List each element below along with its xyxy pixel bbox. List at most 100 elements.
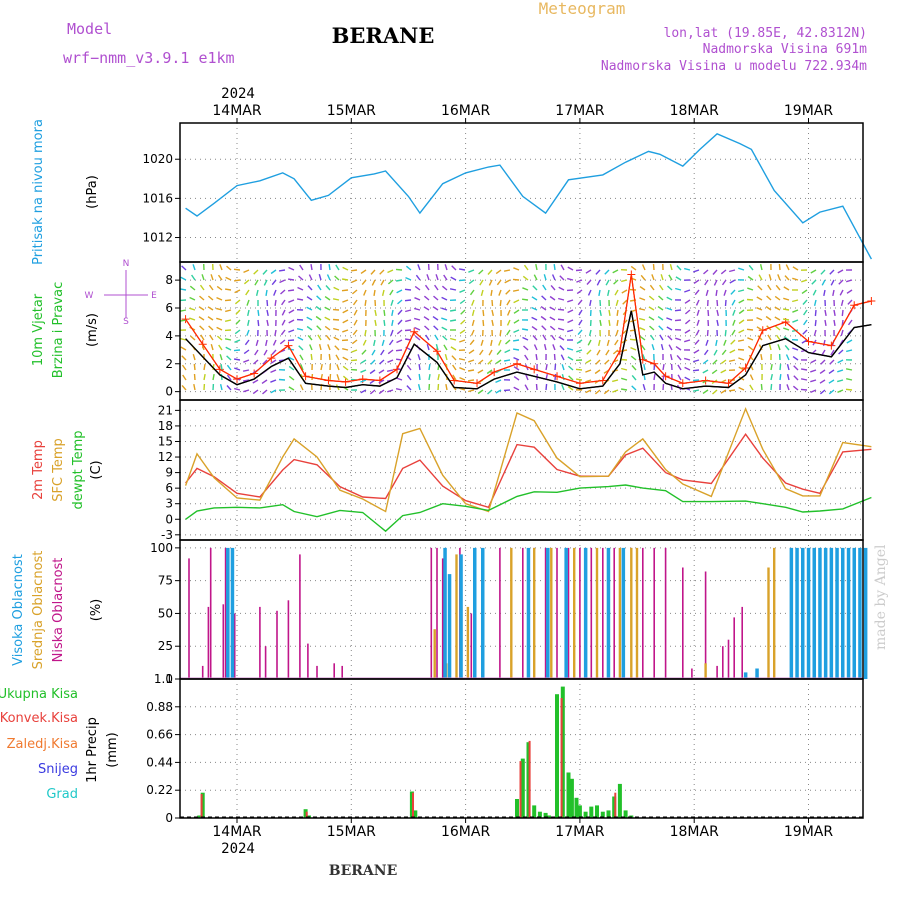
wind-arrow [335, 264, 340, 271]
wind-arrow [262, 269, 268, 275]
cloud-bar-low [441, 558, 444, 679]
wind-arrow [578, 319, 583, 326]
wind-arrow [839, 289, 844, 296]
wind-arrow [478, 269, 484, 275]
wind-arrow [181, 265, 187, 271]
wind-arrow [615, 329, 619, 336]
ytick-label: 4 [165, 329, 173, 343]
lonlat-info: lon,lat (19.85E, 42.8312N) [664, 26, 868, 41]
wind-arrow [786, 364, 790, 371]
wind-arrow [803, 309, 808, 316]
wind-arrow [235, 309, 241, 315]
year-label-top: 2024 [221, 86, 255, 102]
wind-arrow [234, 339, 241, 343]
wind-arrow [778, 263, 781, 271]
wind-arrow [620, 358, 628, 361]
wind-arrow [620, 388, 628, 391]
wind-arrow [783, 297, 790, 301]
wind-arrow [531, 306, 538, 311]
wind-arrow [765, 306, 772, 311]
wind-arrow [288, 289, 295, 292]
wind-arrow [608, 319, 611, 327]
wind-arrow [506, 319, 511, 326]
wind-arrow [715, 339, 718, 347]
wind-arrow [324, 325, 331, 331]
wind-arrow [692, 379, 700, 382]
compass-n: N [123, 259, 130, 269]
wind-arrow [434, 284, 439, 291]
ytick-label: 1016 [142, 191, 173, 205]
wind-arrow [596, 279, 601, 286]
precip-bar-total [303, 809, 308, 818]
wind-arrow [801, 339, 808, 344]
wind-arrow [216, 307, 223, 311]
precip-bar-total [560, 686, 565, 818]
wind-arrow [810, 389, 817, 394]
wind-arrow [225, 276, 232, 281]
wind-arrow [193, 383, 196, 391]
wind-arrow [245, 289, 250, 296]
wind-arrow [242, 369, 250, 372]
wind-arrow [503, 359, 511, 362]
wind-arrow [379, 359, 385, 365]
wind-arrow [775, 284, 781, 291]
wind-arrow [612, 379, 619, 383]
legend-graupel: Grad [46, 787, 78, 802]
cloud-grid: 0 25 50 75 100 [150, 540, 863, 686]
wind-arrow [270, 269, 277, 275]
cloud-bar-low [207, 606, 210, 679]
wind-arrow [620, 349, 628, 352]
wind-arrow [585, 389, 592, 394]
cloud-bar-high [795, 547, 799, 679]
bottom-day-label: 18MAR [670, 824, 719, 840]
wind-arrow [328, 263, 331, 271]
wind-arrow [757, 285, 763, 291]
wind-arrow [767, 334, 772, 341]
wind-arrow [468, 389, 475, 393]
wind-arrow [577, 329, 583, 336]
wind-arrow [203, 363, 206, 371]
wind-arrow [713, 349, 718, 356]
wind-arrow [320, 363, 323, 371]
wind-arrow [684, 309, 691, 315]
ytick-label: 50 [158, 606, 173, 620]
wind-arrow [252, 389, 259, 395]
wind-arrow [342, 365, 349, 371]
bottom-day-label: 14MAR [212, 824, 261, 840]
wind-arrow [800, 388, 808, 391]
wind-arrow [297, 286, 304, 291]
year-label-bottom: 2024 [221, 841, 255, 857]
wind-arrow [567, 299, 574, 303]
wind-arrow [803, 319, 808, 326]
wind-arrow [606, 339, 610, 346]
wind-arrow [531, 326, 538, 331]
wind-arrow [846, 279, 853, 283]
wind-arrow [712, 269, 718, 275]
wind-arrow [216, 296, 223, 301]
wind-arrow [336, 374, 340, 381]
wind-arrow [512, 339, 520, 342]
wind-arrow [540, 306, 547, 311]
wind-arrow [477, 369, 484, 374]
wind-arrow [684, 267, 691, 271]
wind-arrow [459, 299, 466, 305]
wind-arrow [199, 284, 205, 291]
wind-arrow [224, 288, 232, 291]
wind-arrow [666, 307, 673, 311]
wind-arrow [786, 384, 790, 391]
wind-arrow [418, 373, 421, 381]
wind-arrow [684, 299, 691, 304]
wind-arrow [542, 334, 547, 341]
wind-arrow [488, 279, 493, 286]
wind-arrow [361, 279, 367, 286]
wind-arrow [792, 309, 799, 313]
wind-arrow [253, 269, 259, 275]
wind-arrow [684, 329, 691, 334]
wind-arrow [668, 274, 673, 281]
wind-arrow [676, 354, 682, 361]
wind-arrow [559, 275, 565, 281]
wind-arrow [837, 379, 844, 383]
cloud-bar-high [841, 547, 845, 679]
ytick-label: 1020 [142, 152, 173, 166]
precip-bar-total [577, 805, 582, 818]
